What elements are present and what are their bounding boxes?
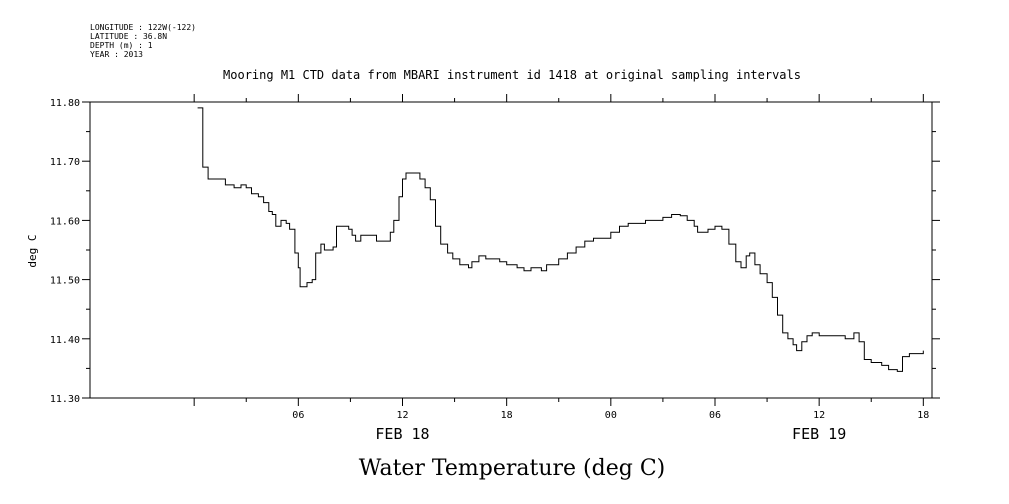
x-date-label: FEB 18	[375, 425, 429, 443]
x-tick-label: 06	[709, 410, 721, 421]
y-tick-label: 11.50	[50, 276, 80, 287]
y-tick-label: 11.70	[50, 157, 80, 168]
x-date-label: FEB 19	[792, 425, 846, 443]
series-group	[197, 107, 924, 372]
x-tick-label: 18	[501, 410, 513, 421]
meta-depth: DEPTH (m) : 1	[90, 41, 153, 50]
x-tick-label: 06	[292, 410, 304, 421]
x-tick-label: 12	[813, 410, 825, 421]
plot-frame	[89, 101, 933, 399]
y-tick-label: 11.40	[50, 335, 80, 346]
x-tick-label: 00	[605, 410, 617, 421]
bottom-title: Water Temperature (deg C)	[359, 456, 666, 481]
y-tick-label: 11.30	[50, 394, 80, 405]
ticks-group: 11.30 11.40 11.50 11.60 11.70 11.80 06 12 18 00 06…	[50, 94, 940, 443]
meta-year: YEAR : 2013	[90, 50, 143, 59]
meta-latitude: LATITUDE : 36.8N	[90, 32, 167, 41]
chart-title: Mooring M1 CTD data from MBARI instrumen…	[223, 68, 801, 82]
y-axis-label: deg C	[26, 234, 39, 267]
series-line	[197, 107, 924, 372]
y-tick-label: 11.60	[50, 216, 80, 227]
y-tick-label: 11.80	[50, 98, 80, 109]
meta-longitude: LONGITUDE : 122W(-122)	[90, 23, 196, 32]
x-tick-label: 18	[917, 410, 929, 421]
x-tick-label: 12	[396, 410, 408, 421]
